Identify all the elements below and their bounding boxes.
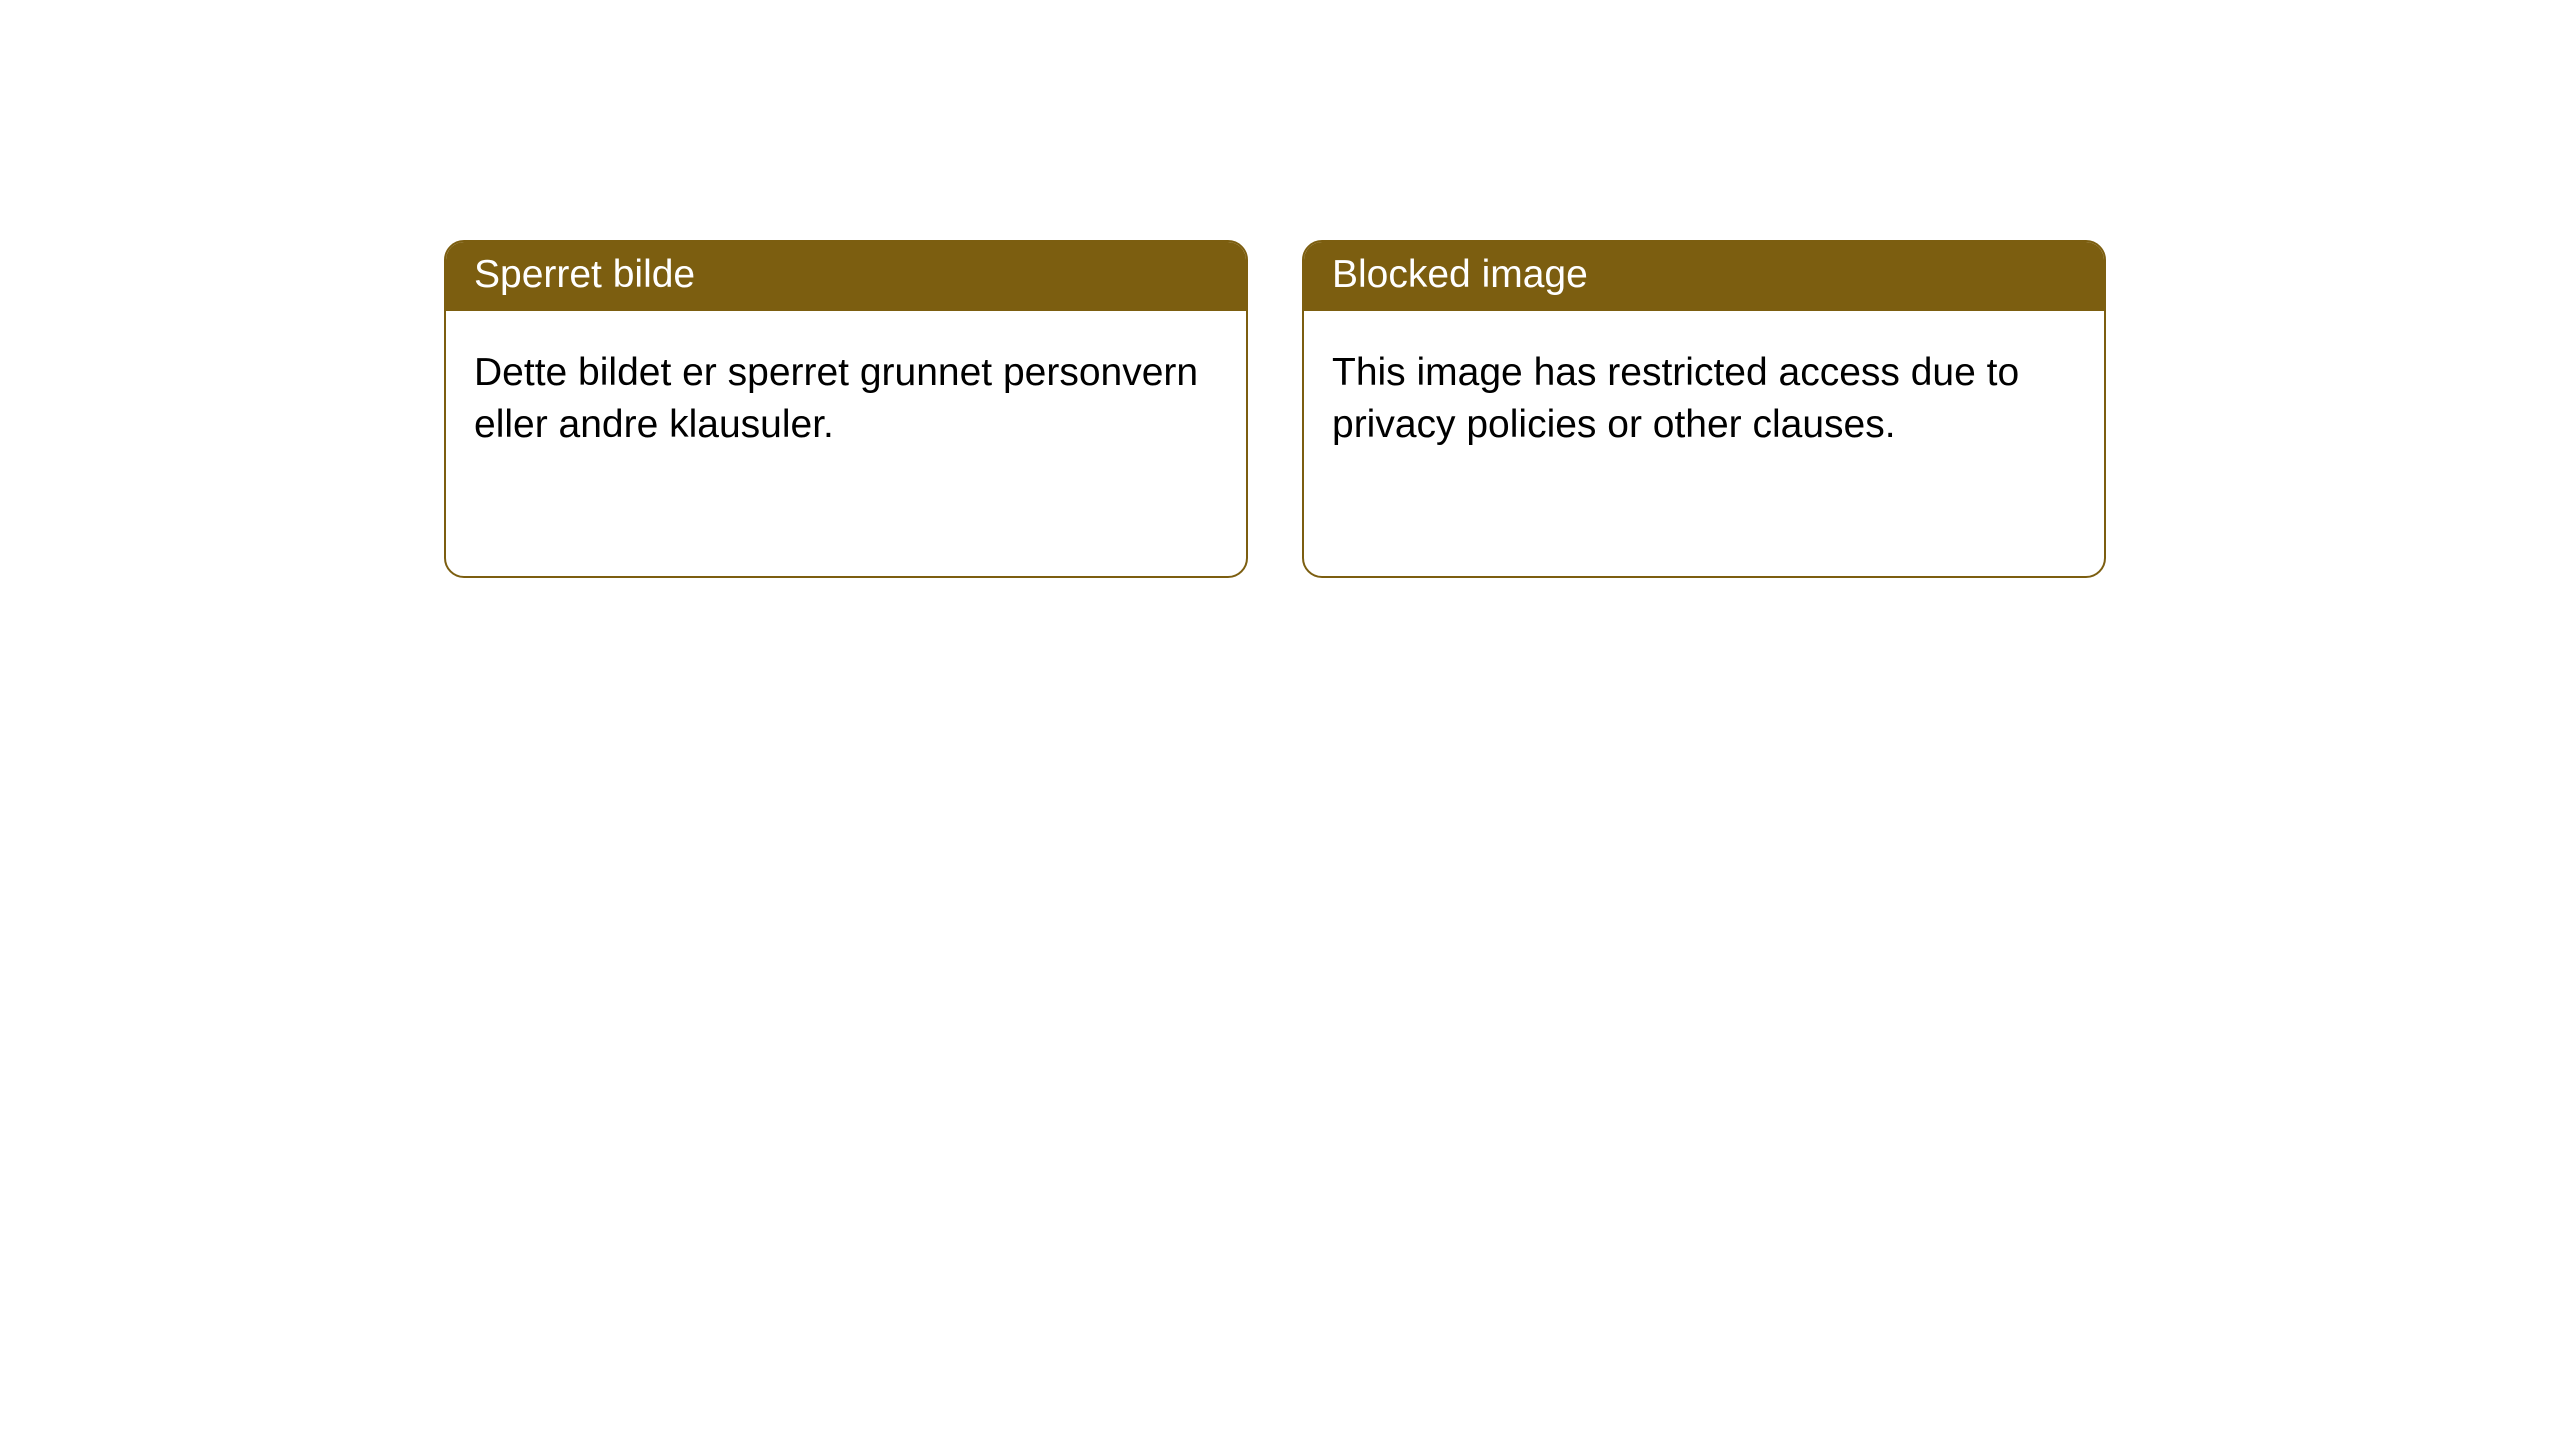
- blocked-image-card-no: Sperret bilde Dette bildet er sperret gr…: [444, 240, 1248, 578]
- card-title-no: Sperret bilde: [446, 242, 1246, 311]
- blocked-image-card-en: Blocked image This image has restricted …: [1302, 240, 2106, 578]
- card-body-no: Dette bildet er sperret grunnet personve…: [446, 311, 1246, 488]
- card-body-en: This image has restricted access due to …: [1304, 311, 2104, 488]
- card-title-en: Blocked image: [1304, 242, 2104, 311]
- notice-container: Sperret bilde Dette bildet er sperret gr…: [0, 0, 2560, 578]
